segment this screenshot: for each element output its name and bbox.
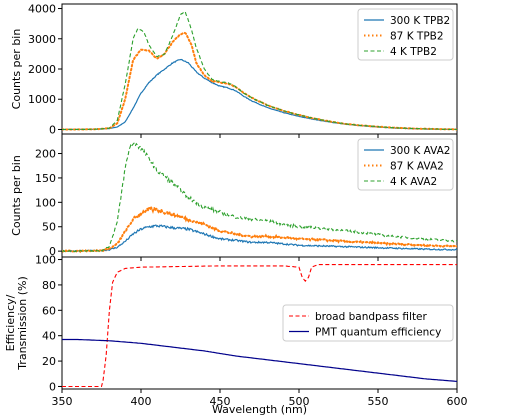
series-broad-bandpass-filter — [62, 264, 457, 388]
top-ytick-label: 3000 — [28, 33, 56, 46]
bottom-xtick-label: 350 — [52, 395, 73, 408]
legend-label: 87 K TPB2 — [390, 31, 444, 43]
bottom-ytick-label: 100 — [35, 254, 56, 267]
series-300-k-tpb2 — [62, 58, 457, 131]
top-ytick-label: 0 — [49, 123, 56, 136]
bottom-xtick-label: 550 — [368, 395, 389, 408]
legend-label: 300 K TPB2 — [390, 15, 450, 27]
bottom-ylabel: Transmission (%) — [16, 276, 29, 371]
middle-legend-box — [357, 138, 454, 191]
top-ylabel: Counts per bin — [10, 29, 23, 110]
bottom-ytick-label: 20 — [42, 355, 56, 368]
bottom-xtick-label: 600 — [447, 395, 468, 408]
series-4-k-ava2 — [62, 142, 457, 253]
bottom-xtick-label: 500 — [289, 395, 310, 408]
middle-legend: 300 K AVA2 87 K AVA2 4 K AVA2 — [357, 138, 454, 191]
bottom-ytick-label: 60 — [42, 304, 56, 317]
bottom-xtick-label: 450 — [210, 395, 231, 408]
series-4-k-tpb2 — [62, 10, 457, 131]
top-legend: 300 K TPB2 87 K TPB2 4 K TPB2 — [357, 8, 454, 61]
middle-ytick-label: 100 — [35, 196, 56, 209]
middle-ytick-label: 0 — [49, 245, 56, 258]
bottom-ytick-label: 80 — [42, 279, 56, 292]
top-legend-box — [357, 8, 454, 61]
middle-ytick-label: 150 — [35, 172, 56, 185]
legend-label: broad bandpass filter — [315, 311, 428, 323]
top-panel: 0 1000 2000 3000 4000 Counts per bin 300 K TPB… — [10, 3, 458, 138]
bottom-legend: broad bandpass filter PMT quantum efficie… — [282, 304, 454, 342]
middle-ytick-label: 50 — [42, 221, 56, 234]
bottom-ytick-label: 40 — [42, 330, 56, 343]
legend-label: 4 K AVA2 — [390, 176, 437, 188]
series-pmt-quantum-efficiency — [62, 338, 457, 382]
bottom-panel: 0 20 40 60 80 100 350 400 450 500 550 600 Efficiency… — [4, 254, 468, 416]
bottom-ylabel: Efficiency/ — [4, 294, 17, 351]
legend-label: PMT quantum efficiency — [315, 327, 441, 339]
bottom-axes-frame — [61, 256, 458, 390]
bottom-xtick-label: 400 — [131, 395, 152, 408]
series-300-k-ava2 — [62, 224, 457, 253]
legend-label: 87 K AVA2 — [390, 161, 444, 173]
middle-ytick-label: 200 — [35, 148, 56, 161]
xlabel: Wavelength (nm) — [212, 403, 307, 416]
bottom-ytick-label: 0 — [49, 380, 56, 393]
middle-ylabel: Counts per bin — [10, 155, 23, 236]
middle-panel: 0 50 100 150 200 Counts per bin 300 K AVA2 87 K… — [10, 133, 458, 261]
series-87-k-ava2 — [62, 206, 457, 254]
top-ytick-label: 1000 — [28, 93, 56, 106]
legend-label: 4 K TPB2 — [390, 46, 437, 58]
top-ytick-label: 2000 — [28, 63, 56, 76]
legend-label: 300 K AVA2 — [390, 145, 451, 157]
bottom-legend-box — [282, 304, 454, 342]
top-ytick-label: 4000 — [28, 3, 56, 16]
